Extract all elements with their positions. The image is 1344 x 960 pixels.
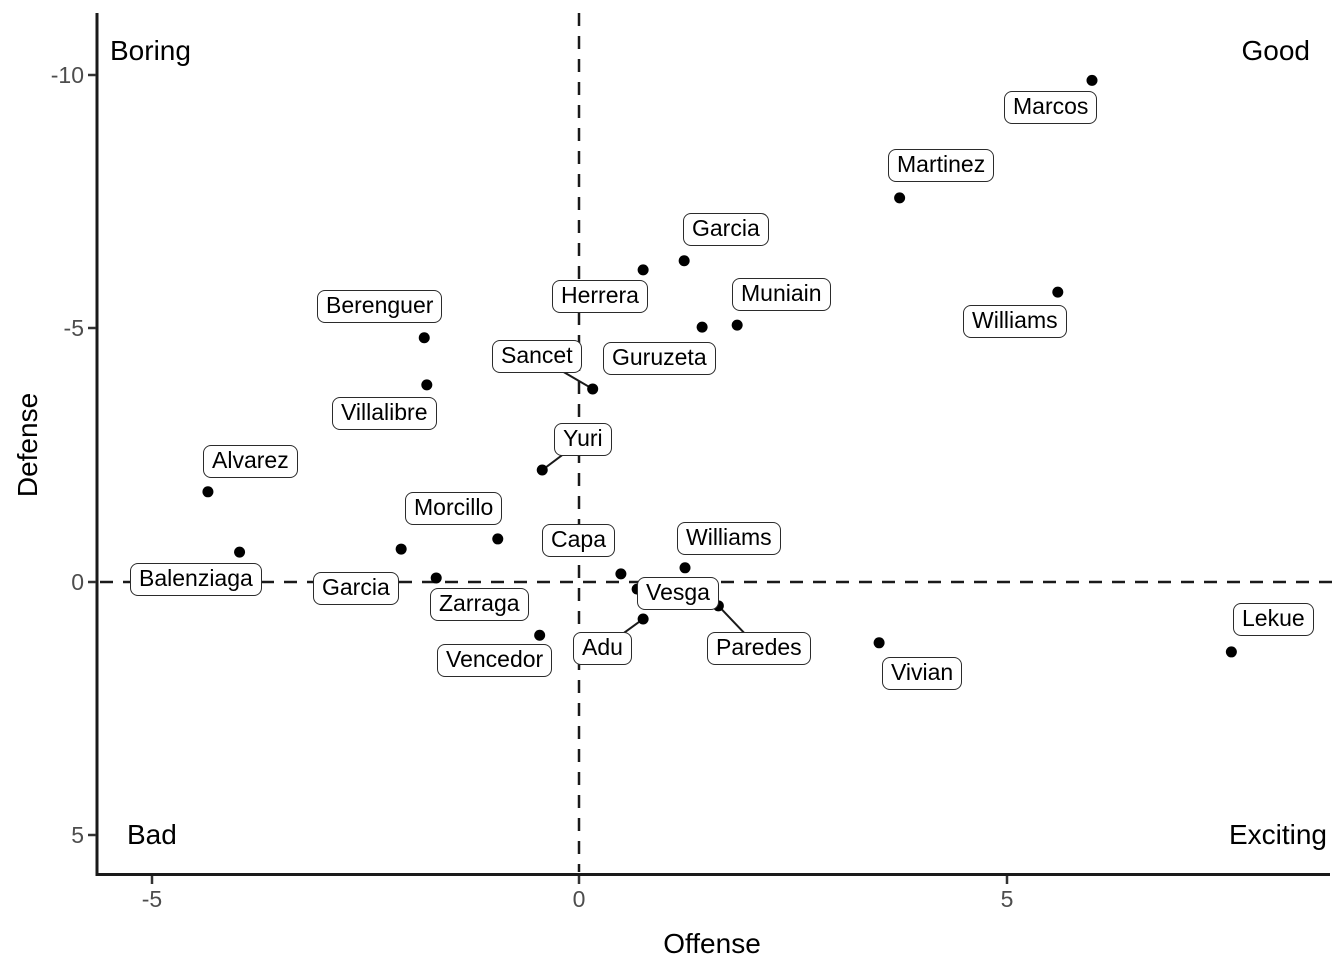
quadrant-label-good: Good [1241,35,1311,66]
data-point-alvarez [202,486,214,498]
data-point-vesga [631,583,643,595]
data-point-williams [1052,286,1064,298]
leader-line-adu [601,618,644,650]
y-axis-ticks [88,73,96,837]
data-point-williams [679,562,691,574]
label-leader-lines [536,355,760,650]
data-point-zarraga [430,572,442,584]
leader-line-paredes [717,605,760,650]
data-point-guruzeta [696,321,708,333]
y-axis-title: Defense [12,392,43,498]
leader-line-sancet [536,355,594,390]
data-point-garcia [678,255,690,267]
y-tick-label: -10 [51,62,84,88]
quadrant-label-bad: Bad [127,819,177,850]
data-point-martinez [894,192,906,204]
data-point-herrera [637,264,649,276]
data-point-muniain [731,319,743,331]
y-tick-label: 0 [71,569,84,595]
leader-line-yuri [541,438,584,471]
data-point-balenziaga [234,546,246,558]
quadrant-label-exciting: Exciting [1228,819,1327,850]
data-point-marcos [1086,74,1098,86]
data-point-vencedor [534,629,546,641]
y-tick-label: -5 [64,315,84,341]
x-tick-label: 5 [1001,886,1014,912]
data-point-vivian [873,637,885,649]
data-point-berenguer [418,332,430,344]
y-tick-label: 5 [71,822,84,848]
data-point-yuri [536,464,548,476]
x-tick-label: -5 [142,886,162,912]
data-point-paredes [712,600,724,612]
x-axis-title: Offense [663,928,761,959]
data-points [202,74,1237,658]
x-axis-ticks [150,876,1009,884]
data-point-villalibre [421,379,433,391]
data-point-sancet [587,383,599,395]
data-point-morcillo [492,533,504,545]
data-point-adu [637,613,649,625]
quadrant-label-boring: Boring [110,35,191,66]
data-point-garcia [395,543,407,555]
data-point-lekue [1225,646,1237,658]
data-point-capa [615,568,627,580]
x-tick-label: 0 [573,886,586,912]
